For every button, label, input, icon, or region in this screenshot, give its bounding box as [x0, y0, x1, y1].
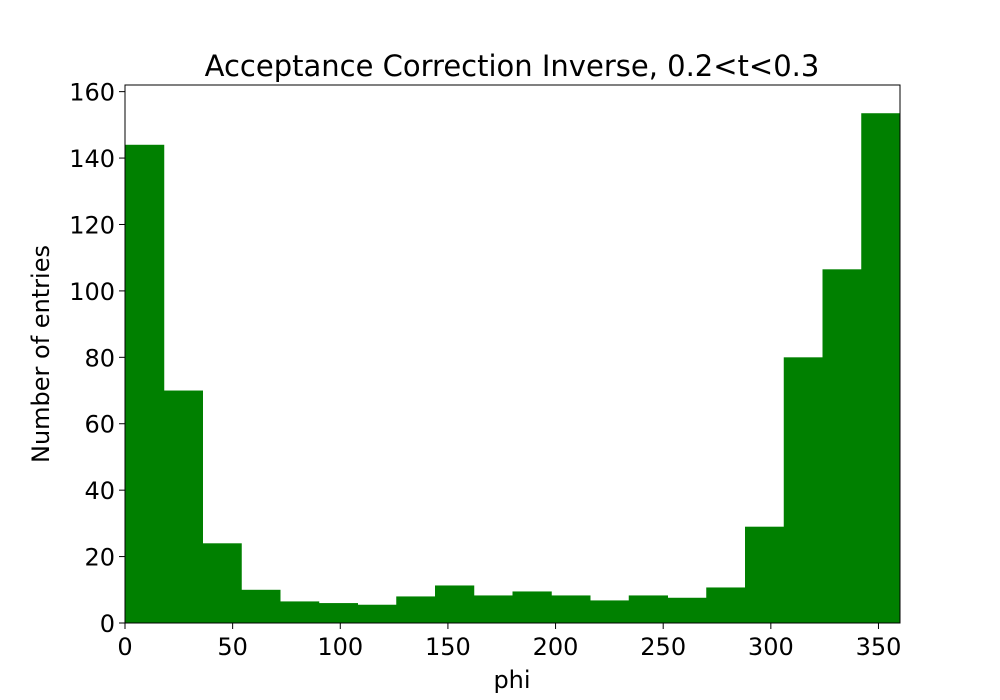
plot-frame: [124, 84, 901, 624]
histogram-bar: [125, 144, 165, 623]
histogram-bar: [163, 390, 203, 623]
x-axis: 0 50 100 150 200 250 300 350: [117, 623, 901, 661]
histogram-bar: [590, 600, 630, 623]
y-tick-label: 160: [69, 79, 115, 107]
x-tick-label: 200: [533, 633, 579, 661]
y-tick-label: 140: [69, 145, 115, 173]
x-tick-label: 150: [425, 633, 471, 661]
histogram-bar: [473, 595, 513, 623]
x-tick-label: 0: [117, 633, 132, 661]
chart-title: Acceptance Correction Inverse, 0.2<t<0.3: [205, 49, 820, 83]
histogram-bar: [241, 589, 281, 623]
y-tick-label: 120: [69, 211, 115, 239]
histogram-bar: [551, 595, 591, 623]
histogram-bar: [318, 603, 358, 623]
histogram-bar: [706, 587, 746, 623]
y-axis-title: Number of entries: [27, 245, 55, 463]
histogram-bar: [628, 595, 668, 623]
histogram-bar: [861, 113, 901, 623]
x-tick-label: 100: [317, 633, 363, 661]
x-tick-label: 300: [748, 633, 794, 661]
histogram-bar: [435, 585, 475, 623]
histogram-bar: [783, 357, 823, 623]
x-axis-title: phi: [493, 666, 530, 694]
histogram-bar: [745, 526, 785, 623]
histogram-bar: [396, 596, 436, 623]
y-tick-label: 80: [84, 344, 115, 372]
y-tick-label: 0: [100, 610, 115, 638]
y-tick-label: 60: [84, 411, 115, 439]
histogram-bar: [512, 591, 552, 623]
y-tick-label: 100: [69, 278, 115, 306]
histogram-bar: [357, 604, 397, 623]
y-tick-label: 20: [84, 544, 115, 572]
x-tick-label: 350: [856, 633, 902, 661]
histogram-bar: [667, 597, 707, 623]
histogram-bar: [822, 269, 862, 623]
y-tick-label: 40: [84, 477, 115, 505]
y-axis: 0 20 40 60 80 100 120 140 160: [69, 79, 125, 638]
histogram-bar: [280, 601, 320, 623]
histogram-bar: [202, 543, 242, 623]
x-tick-label: 250: [640, 633, 686, 661]
bars-group: [125, 113, 901, 623]
x-tick-label: 50: [217, 633, 248, 661]
